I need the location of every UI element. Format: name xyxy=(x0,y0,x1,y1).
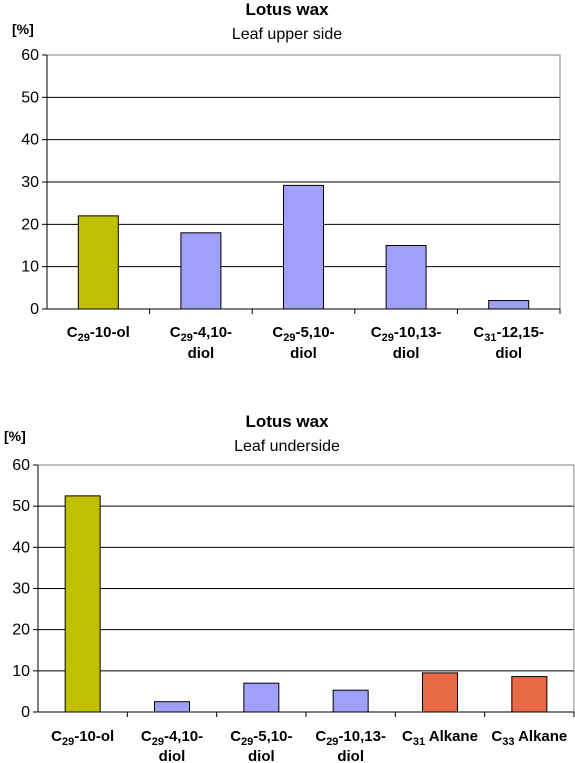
x-tick-label-line2: diol xyxy=(248,748,275,763)
x-tick-label-prefix: C xyxy=(315,728,326,745)
y-tick-label: 30 xyxy=(12,581,30,598)
y-axis-label: [%] xyxy=(12,21,34,37)
bar xyxy=(154,701,190,713)
bar xyxy=(243,682,280,713)
x-tick-label-rest: -4,10- xyxy=(193,324,232,341)
bar xyxy=(385,245,427,310)
y-tick-label: 20 xyxy=(12,622,30,639)
y-tick-label: 60 xyxy=(21,47,39,64)
y-tick-label: 50 xyxy=(21,89,39,106)
x-tick-label-rest: Alkane xyxy=(425,728,478,745)
y-tick-label: 0 xyxy=(21,704,30,721)
x-tick-label-line2: diol xyxy=(290,345,317,362)
x-tick-label: C29-4,10- xyxy=(141,728,203,748)
x-tick-label-subscript: 29 xyxy=(181,332,193,344)
y-tick-label: 0 xyxy=(30,301,39,318)
x-tick-label-prefix: C xyxy=(371,324,382,341)
x-tick-label-rest: -10,13- xyxy=(394,324,442,341)
x-tick-label-rest: Alkane xyxy=(514,728,567,745)
x-tick-label-prefix: C xyxy=(141,728,152,745)
x-tick-label: C29-10,13- xyxy=(371,324,442,344)
x-tick-label-rest: -10-ol xyxy=(90,324,130,341)
y-tick-label: 40 xyxy=(12,539,30,556)
x-tick-label-line2: diol xyxy=(393,345,420,362)
x-tick-label: C29-4,10- xyxy=(170,324,232,344)
y-tick-label: 10 xyxy=(21,259,39,276)
x-tick-label: C31 Alkane xyxy=(402,728,478,748)
bar xyxy=(422,672,458,713)
chart-title: Lotus wax xyxy=(245,412,329,431)
x-tick-label: C29-10,13- xyxy=(315,728,386,748)
chart-title: Lotus wax xyxy=(245,0,329,19)
x-tick-label-rest: -12,15- xyxy=(496,324,544,341)
x-tick-label: C29-5,10- xyxy=(272,324,334,344)
x-tick-label-prefix: C xyxy=(230,728,241,745)
x-tick-label-rest: -5,10- xyxy=(253,728,292,745)
x-tick-label-prefix: C xyxy=(402,728,413,745)
chart-subtitle: Leaf upper side xyxy=(232,26,342,43)
chart-subtitle: Leaf underside xyxy=(234,438,340,455)
x-tick-label: C33 Alkane xyxy=(491,728,567,748)
x-tick-label-prefix: C xyxy=(491,728,502,745)
y-tick-label: 40 xyxy=(21,132,39,149)
x-tick-label: C29-10-ol xyxy=(67,324,130,344)
x-tick-label: C29-5,10- xyxy=(230,728,292,748)
x-tick-label-subscript: 29 xyxy=(382,332,394,344)
x-tick-label-line2: diol xyxy=(188,345,215,362)
chart-2: Lotus wax Leaf underside [%] 0 10 20 30 40 50 60 C… xyxy=(4,412,575,763)
x-tick-label-subscript: 29 xyxy=(283,332,295,344)
x-tick-label-line2: diol xyxy=(159,748,186,763)
x-tick-label-subscript: 29 xyxy=(326,736,338,748)
y-axis-label: [%] xyxy=(4,428,26,444)
x-tick-label-subscript: 29 xyxy=(62,736,74,748)
bar xyxy=(332,689,369,713)
x-tick-label-rest: -10,13- xyxy=(338,728,386,745)
bar xyxy=(511,676,548,713)
x-tick-label-prefix: C xyxy=(67,324,78,341)
bar xyxy=(77,215,119,310)
x-tick-label-subscript: 29 xyxy=(78,332,90,344)
bar xyxy=(283,184,324,310)
x-tick-label-subscript: 29 xyxy=(152,736,164,748)
y-tick-label: 10 xyxy=(12,663,30,680)
y-tick-label: 20 xyxy=(21,216,39,233)
x-tick-label: C31-12,15- xyxy=(473,324,544,344)
x-tick-label-prefix: C xyxy=(51,728,62,745)
y-tick-label: 30 xyxy=(21,174,39,191)
bar xyxy=(64,495,101,713)
x-tick-label-subscript: 31 xyxy=(413,736,425,748)
bar xyxy=(488,300,530,310)
x-tick-label-rest: -10-ol xyxy=(74,728,114,745)
x-tick-label-subscript: 33 xyxy=(502,736,514,748)
x-tick-label-subscript: 31 xyxy=(484,332,496,344)
y-tick-label: 50 xyxy=(12,498,30,515)
x-tick-label-prefix: C xyxy=(170,324,181,341)
x-tick-label-line2: diol xyxy=(495,345,522,362)
x-tick-label-rest: -4,10- xyxy=(164,728,203,745)
x-tick-label-rest: -5,10- xyxy=(295,324,334,341)
x-tick-label-subscript: 29 xyxy=(241,736,253,748)
x-tick-label-prefix: C xyxy=(473,324,484,341)
bar xyxy=(180,232,222,310)
x-tick-label-prefix: C xyxy=(272,324,283,341)
chart-1: Lotus wax Leaf upper side [%] 0 10 20 30 40 50 60… xyxy=(12,0,561,362)
x-tick-label: C29-10-ol xyxy=(51,728,114,748)
x-tick-label-line2: diol xyxy=(337,748,364,763)
y-tick-label: 60 xyxy=(12,457,30,474)
